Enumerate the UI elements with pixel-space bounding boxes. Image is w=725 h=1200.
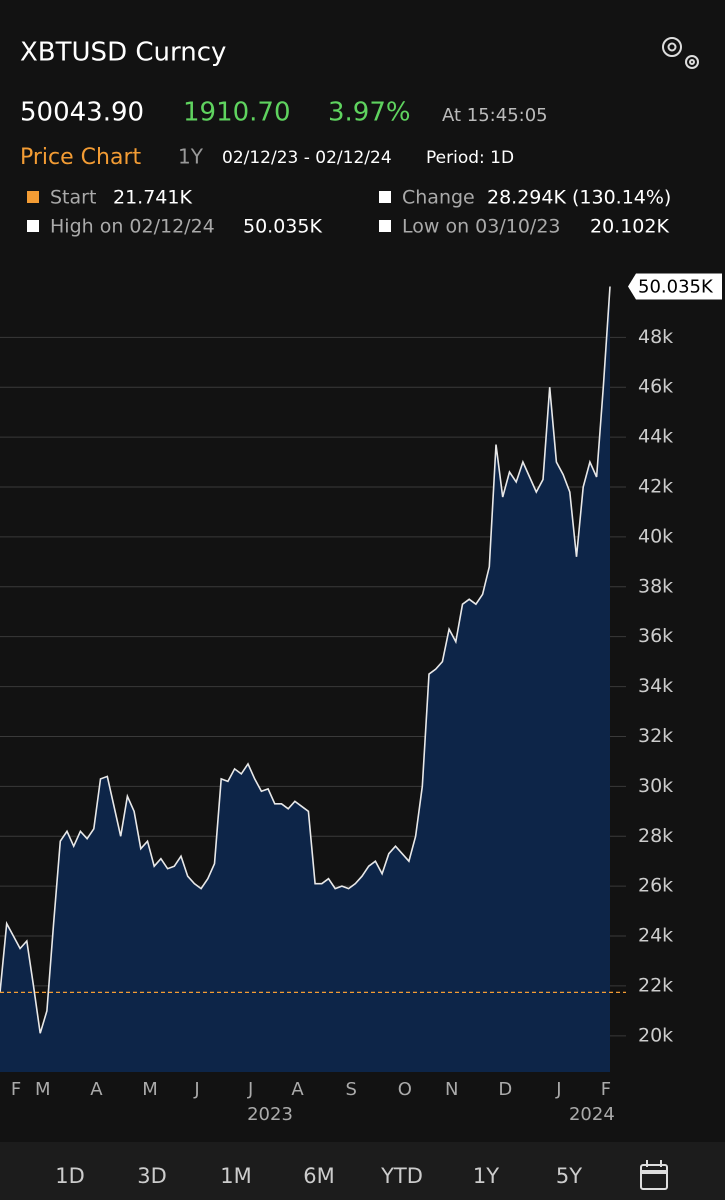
x-tick-label: D — [498, 1079, 512, 1100]
x-tick-label: J — [555, 1079, 561, 1100]
x-tick-label: S — [345, 1079, 356, 1100]
y-tick-label: 46k — [638, 376, 673, 398]
stat-label: High on 02/12/24 — [50, 216, 215, 238]
y-tick-label: 22k — [638, 974, 673, 996]
y-tick-label: 30k — [638, 775, 673, 797]
x-tick-label: O — [398, 1079, 412, 1100]
settings-icon[interactable] — [662, 37, 699, 69]
x-tick-label: M — [35, 1079, 51, 1100]
stat-label: Change — [402, 187, 475, 209]
y-tick-label: 42k — [638, 475, 673, 497]
stat-value: 28.294K (130.14%) — [487, 187, 671, 209]
chart-title: Price Chart — [20, 145, 141, 170]
value-label-box — [628, 273, 722, 300]
period: Period: 1D — [426, 148, 514, 168]
y-tick-label: 36k — [638, 625, 673, 647]
timeframe-button[interactable]: 1D — [55, 1164, 85, 1188]
stat-value: 20.102K — [590, 216, 669, 238]
timeframe-button[interactable]: 6M — [303, 1164, 334, 1188]
timeframe-button[interactable]: 1Y — [473, 1164, 499, 1188]
x-group-label: 2024 — [569, 1104, 615, 1125]
value-label: 50.035K — [638, 277, 714, 298]
y-tick-label: 34k — [638, 675, 673, 697]
date-range: 02/12/23 - 02/12/24 — [222, 148, 392, 168]
x-group-label: 2023 — [247, 1104, 293, 1125]
x-tick-label: J — [193, 1079, 199, 1100]
legend-swatch — [379, 220, 391, 232]
title: XBTUSD Curncy — [20, 38, 226, 68]
x-tick-label: J — [247, 1079, 253, 1100]
y-tick-label: 38k — [638, 575, 673, 597]
stat-value: 50.035K — [243, 216, 322, 238]
y-tick-label: 44k — [638, 426, 673, 448]
plot: 20k 22k 24k 26k 28k 30k 32k 34k 36k 38k 40k 42k 44k 4… — [0, 273, 722, 1125]
stat-label: Low on 03/10/23 — [402, 216, 561, 238]
toolbar — [0, 1142, 725, 1200]
x-tick-label: F — [601, 1079, 611, 1100]
calendar-icon[interactable] — [640, 1160, 668, 1190]
legend-swatch — [27, 191, 39, 203]
timeframe-buttons: 1D 3D 1M 6M YTD 1Y 5Y — [55, 1164, 582, 1188]
y-tick-label: 20k — [638, 1024, 673, 1046]
x-tick-label: N — [445, 1079, 458, 1100]
timeframe-button[interactable]: 3D — [137, 1164, 167, 1188]
y-tick-label: 32k — [638, 725, 673, 747]
time: At 15:45:05 — [442, 105, 548, 126]
line — [0, 286, 611, 1034]
x-tick-label: A — [90, 1079, 103, 1100]
x-tick-label: M — [142, 1079, 158, 1100]
y-tick-label: 28k — [638, 825, 673, 847]
percent-change: 3.97% — [328, 98, 411, 128]
legend-swatch — [379, 191, 391, 203]
timeframe-button[interactable]: 5Y — [556, 1164, 582, 1188]
y-tick-label: 48k — [638, 326, 673, 348]
x-tick-label: A — [291, 1079, 304, 1100]
stat-value: 21.741K — [113, 187, 192, 209]
timeframe-button[interactable]: YTD — [380, 1164, 423, 1188]
stat-label: Start — [50, 187, 96, 209]
legend-swatch — [27, 220, 39, 232]
price-change: 1910.70 — [183, 98, 291, 128]
timeframe-button[interactable]: 1M — [220, 1164, 251, 1188]
x-tick-label: F — [11, 1079, 21, 1100]
range[interactable]: 1Y — [178, 145, 204, 169]
y-tick-label: 26k — [638, 875, 673, 897]
y-tick-label: 24k — [638, 925, 673, 947]
last-price: 50043.90 — [20, 98, 144, 128]
area — [0, 286, 610, 1072]
y-tick-label: 40k — [638, 525, 673, 547]
